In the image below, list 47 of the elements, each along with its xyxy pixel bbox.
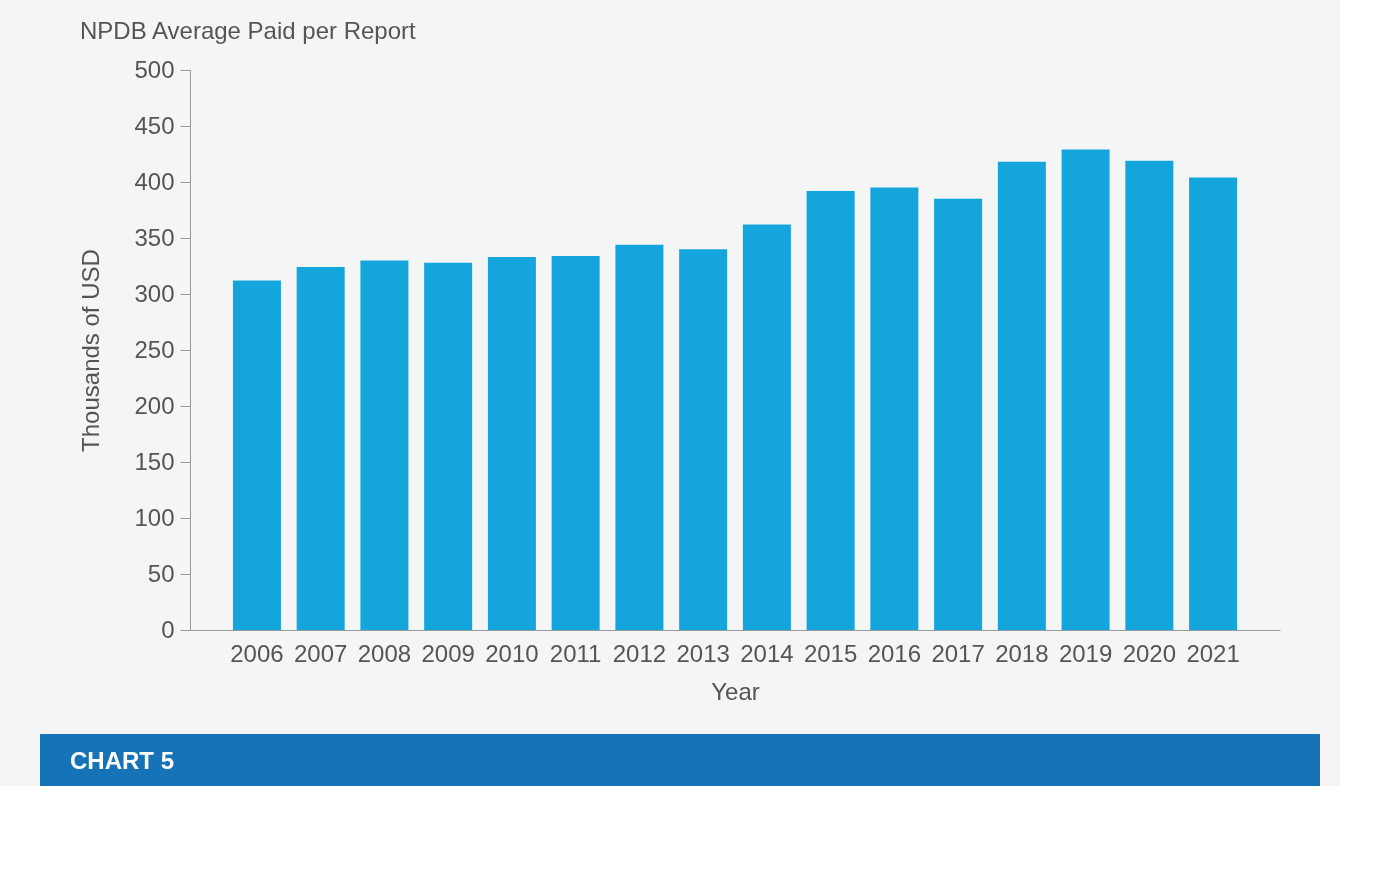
- x-tick-label: 2011: [549, 639, 602, 667]
- bar: [742, 224, 791, 630]
- x-tick-label: 2010: [485, 639, 539, 667]
- x-tick-label: 2012: [612, 639, 667, 667]
- x-tick-label: 2017: [931, 639, 985, 667]
- bar: [615, 244, 664, 630]
- bar: [424, 262, 473, 630]
- x-tick-label: 2014: [740, 639, 794, 667]
- bar: [487, 257, 536, 630]
- bar: [997, 161, 1046, 630]
- y-tick-label: 200: [134, 391, 175, 419]
- bar: [806, 190, 855, 630]
- x-tick-label: 2015: [803, 639, 858, 667]
- x-tick-label: 2019: [1058, 639, 1113, 667]
- x-tick-label: 2013: [676, 639, 730, 667]
- caption: CHART 5: [70, 747, 175, 774]
- y-tick-label: 450: [134, 111, 175, 139]
- x-tick-label: 2006: [230, 639, 284, 667]
- x-tick-label: 2021: [1186, 639, 1240, 667]
- y-tick-label: 350: [134, 223, 175, 251]
- x-tick-label: 2007: [293, 639, 348, 667]
- y-tick-label: 250: [134, 335, 175, 363]
- x-tick-label: 2009: [421, 639, 475, 667]
- bar: [934, 198, 983, 630]
- bar: [1189, 177, 1238, 630]
- y-tick-label: 0: [161, 615, 175, 643]
- chart-title: NPDB Average Paid per Report: [79, 17, 417, 44]
- bar: [360, 260, 409, 630]
- y-tick-label: 50: [147, 559, 175, 587]
- x-tick-label: 2018: [995, 639, 1049, 667]
- bar: [1061, 149, 1110, 630]
- x-tick-label: 2008: [357, 639, 412, 667]
- y-tick-label: 500: [134, 55, 175, 83]
- bar: [1125, 160, 1174, 630]
- bar: [679, 249, 728, 630]
- bar: [870, 187, 919, 630]
- y-axis-title: Thousands of USD: [77, 249, 105, 452]
- y-tick-label: 150: [134, 447, 175, 475]
- y-tick-label: 100: [134, 503, 175, 531]
- y-tick-label: 300: [134, 279, 175, 307]
- bar: [232, 280, 281, 630]
- x-tick-label: 2016: [867, 639, 922, 667]
- x-axis-title: Year: [711, 677, 760, 705]
- x-tick-label: 2020: [1122, 639, 1177, 667]
- bar: [551, 255, 600, 630]
- y-tick-label: 400: [134, 167, 175, 195]
- bar: [296, 267, 345, 630]
